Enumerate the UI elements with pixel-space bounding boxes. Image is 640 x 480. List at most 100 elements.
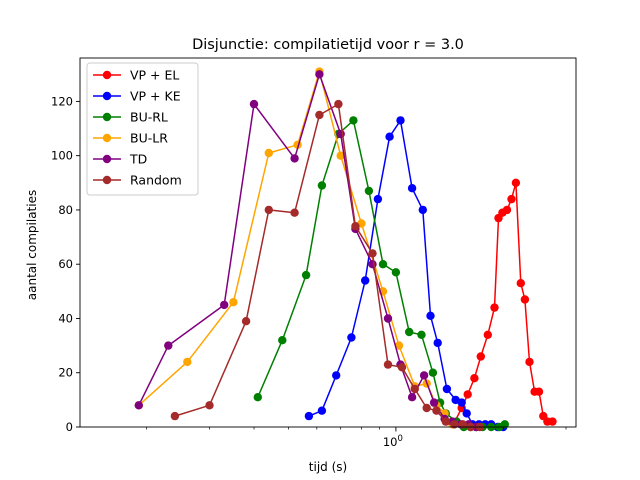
data-point: [441, 417, 450, 426]
data-point: [450, 420, 459, 429]
y-tick-label: 0: [66, 420, 73, 434]
y-tick-label: 120: [51, 94, 73, 108]
data-point: [368, 260, 377, 269]
legend-item-1: VP + KE: [93, 89, 181, 104]
data-point: [334, 99, 343, 109]
data-point: [383, 314, 393, 323]
series-5: [170, 99, 485, 432]
legend-marker: [102, 91, 112, 101]
data-point: [134, 401, 143, 410]
data-point: [385, 132, 394, 141]
data-point: [394, 341, 404, 350]
legend-label: BU-RL: [130, 110, 168, 125]
data-point: [301, 270, 311, 280]
data-point: [264, 148, 273, 158]
data-point: [520, 295, 530, 304]
data-point: [373, 194, 383, 204]
legend-label: VP + KE: [130, 89, 181, 104]
data-point: [229, 298, 238, 307]
x-axis-label: tijd (s): [309, 460, 347, 474]
data-point: [332, 371, 341, 380]
data-point: [516, 279, 525, 288]
data-point: [317, 406, 327, 415]
legend-label: TD: [129, 152, 147, 167]
data-point: [418, 205, 427, 215]
data-point: [361, 276, 370, 285]
data-point: [405, 327, 414, 337]
data-point: [422, 403, 431, 413]
legend-label: BU-LR: [130, 131, 168, 146]
data-point: [548, 417, 557, 426]
data-point: [462, 409, 471, 418]
data-point: [407, 184, 417, 193]
data-point: [534, 387, 544, 396]
data-point: [500, 420, 509, 429]
data-point: [383, 360, 393, 369]
legend-label: VP + EL: [130, 68, 179, 83]
data-point: [264, 205, 273, 215]
data-point: [347, 333, 356, 342]
data-point: [351, 222, 360, 231]
series-0: [449, 178, 557, 429]
axes-frame: [79, 57, 577, 428]
data-point: [253, 393, 262, 402]
data-point: [490, 303, 499, 312]
legend-marker: [102, 70, 112, 80]
data-point: [410, 384, 419, 394]
data-point: [290, 154, 299, 163]
data-point: [428, 368, 438, 377]
data-point: [315, 70, 324, 79]
y-tick-label: 100: [51, 149, 73, 163]
chart-title: Disjunctie: compilatietijd voor r = 3.0: [192, 37, 464, 53]
data-point: [349, 116, 358, 125]
legend-item-0: VP + EL: [93, 68, 179, 83]
legend-marker: [102, 154, 112, 164]
y-axis-label: aantal compilaties: [25, 190, 39, 300]
data-point: [483, 330, 492, 339]
data-point: [507, 194, 516, 204]
data-point: [417, 330, 426, 339]
legend-item-3: BU-LR: [93, 131, 168, 146]
data-point: [470, 374, 479, 383]
data-point: [457, 398, 466, 407]
data-point: [249, 99, 259, 109]
data-point: [378, 260, 388, 269]
data-point: [476, 352, 485, 361]
x-tick-label: 100: [383, 434, 403, 449]
data-point: [317, 181, 327, 190]
data-point: [304, 411, 314, 421]
legend-marker: [102, 112, 112, 122]
data-point: [170, 411, 180, 421]
data-point: [432, 406, 441, 415]
data-point: [407, 393, 417, 402]
data-point: [429, 398, 439, 407]
data-point: [364, 186, 374, 196]
y-tick-label: 60: [58, 257, 73, 271]
data-point: [396, 116, 405, 125]
y-tick-label: 40: [58, 311, 73, 325]
data-point: [220, 300, 229, 310]
data-point: [241, 317, 251, 326]
data-point: [502, 205, 512, 215]
data-point: [525, 357, 534, 367]
data-point: [463, 390, 472, 399]
data-point: [458, 420, 467, 429]
data-point: [442, 384, 452, 394]
y-tick-label: 20: [58, 366, 73, 380]
data-point: [290, 208, 299, 217]
legend-label: Random: [130, 173, 182, 188]
data-point: [391, 268, 401, 277]
data-point: [164, 341, 173, 350]
legend-item-4: TD: [93, 152, 147, 167]
data-point: [183, 357, 192, 367]
data-point: [419, 371, 429, 380]
data-point: [368, 249, 377, 258]
data-point: [205, 401, 214, 410]
data-point: [278, 336, 287, 345]
legend: VP + EL VP + KE BU-RL BU-LR TD Random: [86, 62, 199, 196]
data-point: [397, 363, 407, 372]
legend-marker: [102, 175, 112, 185]
data-point: [511, 178, 521, 187]
legend-marker: [102, 133, 112, 143]
